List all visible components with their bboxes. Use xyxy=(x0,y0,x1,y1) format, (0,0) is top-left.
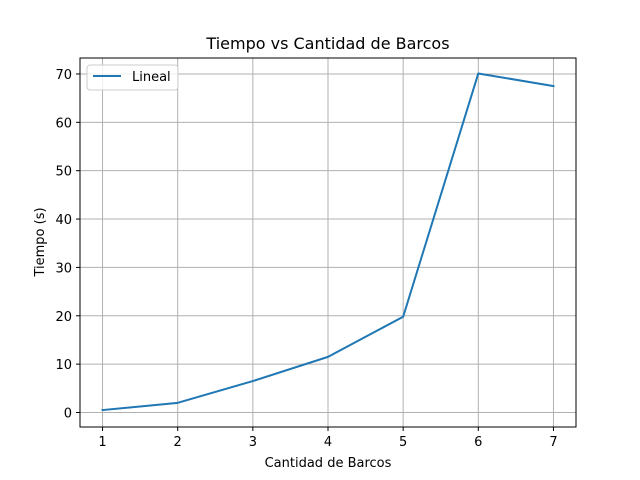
plot-area xyxy=(101,72,555,412)
x-tick-label: 4 xyxy=(324,435,332,450)
y-axis: 0 10 20 30 40 50 60 70 xyxy=(55,68,80,421)
legend: Lineal xyxy=(86,64,179,91)
x-axis: 1 2 3 4 5 6 7 xyxy=(98,427,558,450)
legend-label-lineal: Lineal xyxy=(132,70,171,85)
y-tick-label: 0 xyxy=(64,406,72,421)
y-axis-label: Tiempo (s) xyxy=(33,207,48,277)
x-tick-label: 5 xyxy=(399,435,407,450)
series-line-lineal xyxy=(101,72,555,412)
chart-title: Tiempo vs Cantidad de Barcos xyxy=(205,34,449,53)
y-tick-label: 50 xyxy=(55,165,72,180)
x-axis-label: Cantidad de Barcos xyxy=(265,456,392,471)
x-tick-label: 7 xyxy=(549,435,557,450)
grid xyxy=(80,58,576,427)
x-tick-label: 3 xyxy=(249,435,257,450)
x-tick-label: 1 xyxy=(98,435,106,450)
y-tick-label: 30 xyxy=(55,261,72,276)
legend-box xyxy=(86,64,179,91)
y-tick-label: 10 xyxy=(55,358,72,373)
x-tick-label: 6 xyxy=(474,435,482,450)
y-tick-label: 60 xyxy=(55,116,72,131)
x-tick-label: 2 xyxy=(174,435,182,450)
y-tick-label: 40 xyxy=(55,213,72,228)
y-tick-label: 70 xyxy=(55,68,72,83)
y-tick-label: 20 xyxy=(55,310,72,325)
